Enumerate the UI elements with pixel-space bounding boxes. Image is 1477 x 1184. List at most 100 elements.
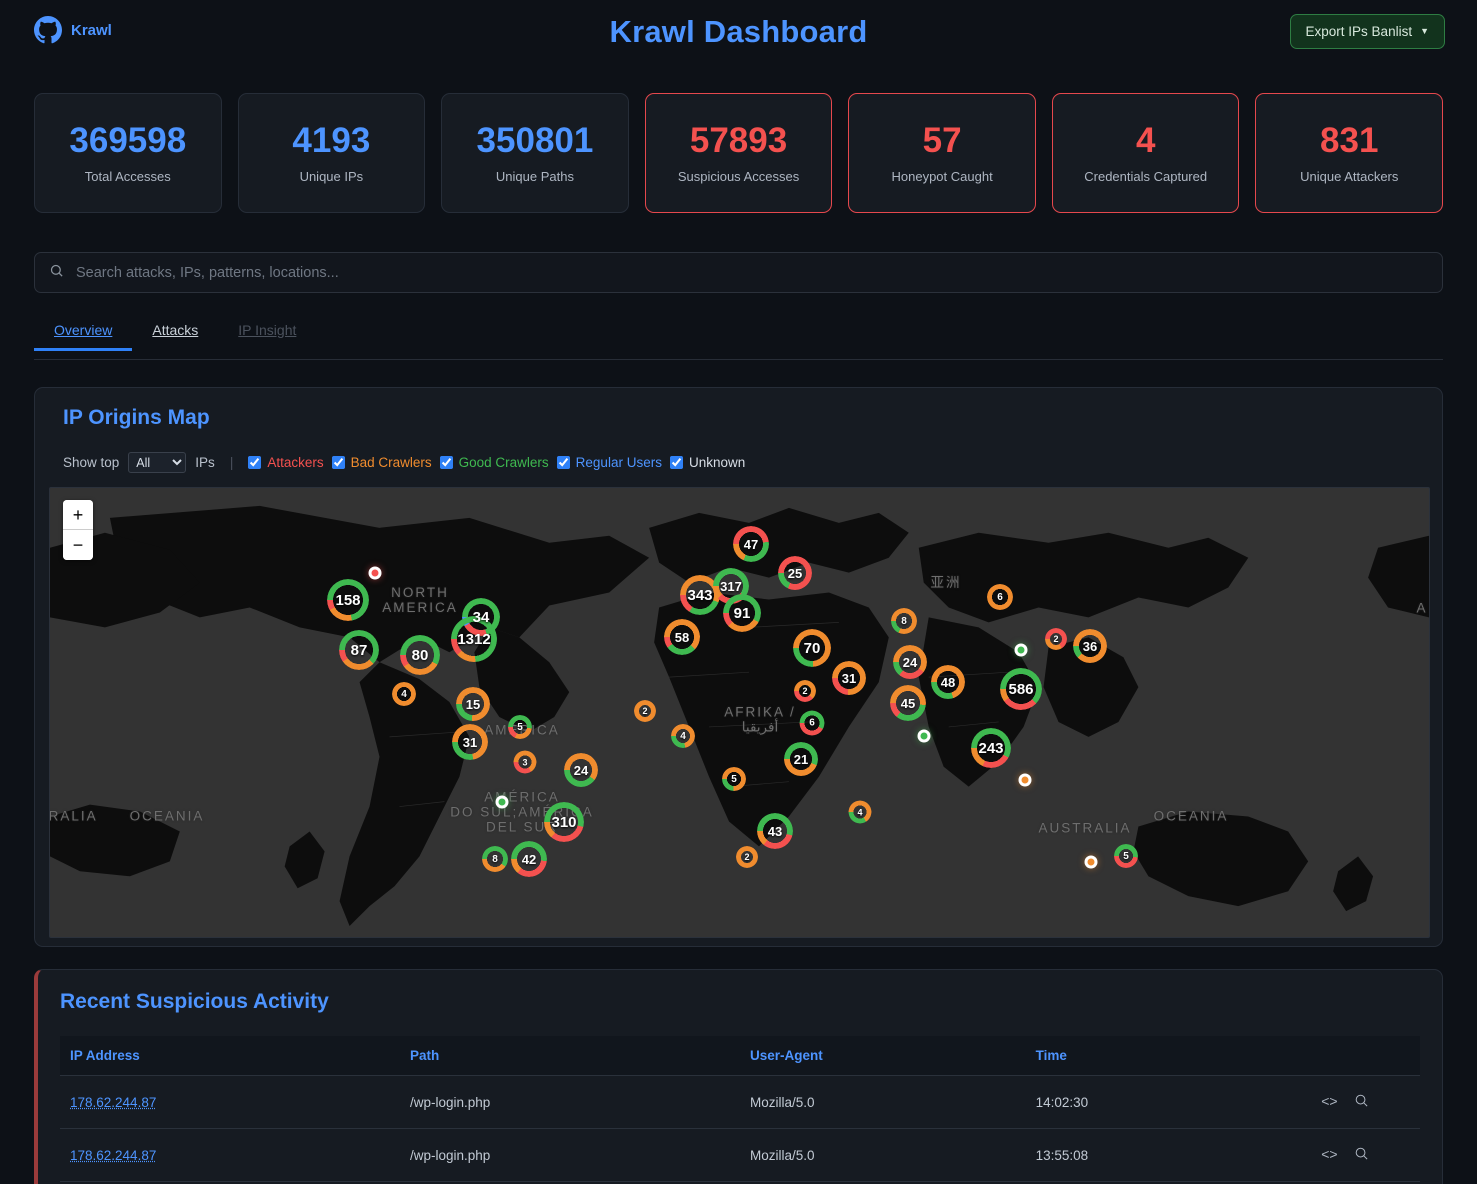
stat-card: 4193 Unique IPs	[238, 93, 426, 213]
stat-card: 350801 Unique Paths	[441, 93, 629, 213]
map-marker-dot[interactable]	[1015, 644, 1028, 657]
ips-label: IPs	[195, 455, 215, 470]
ip-address-link[interactable]: 178.62.244.87	[70, 1095, 156, 1110]
legend-checkbox[interactable]	[557, 456, 570, 469]
legend-label: Regular Users	[576, 455, 662, 470]
marker-count-wrap: 2	[1045, 628, 1067, 650]
legend-separator: |	[230, 455, 234, 470]
time-cell: 14:02:30	[1026, 1076, 1312, 1129]
export-label: Export IPs Banlist	[1306, 24, 1413, 39]
marker-count: 5	[731, 774, 737, 785]
world-map[interactable]: + − NORTH AMERICAAMÉRICAAMÉRICA DO SUL;A…	[49, 487, 1430, 938]
stat-label: Unique Attackers	[1300, 169, 1398, 184]
marker-count-wrap: 8	[891, 608, 917, 634]
column-header: User-Agent	[740, 1036, 1026, 1076]
marker-count: 5	[1123, 851, 1129, 862]
legend-checkbox[interactable]	[440, 456, 453, 469]
map-marker-dot[interactable]	[918, 730, 931, 743]
page-title: Krawl Dashboard	[0, 14, 1477, 50]
marker-count: 87	[351, 642, 368, 659]
marker-count-wrap: 4	[671, 724, 695, 748]
marker-count: 2	[1053, 634, 1058, 644]
stat-cards: 369598 Total Accesses 4193 Unique IPs 350801…	[34, 93, 1443, 213]
stat-value: 831	[1320, 123, 1378, 158]
marker-count-wrap: 87	[339, 630, 379, 670]
search-input[interactable]	[76, 265, 1428, 281]
search-bar[interactable]	[34, 252, 1443, 293]
marker-count-wrap: 8	[482, 846, 508, 872]
column-header: IP Address	[60, 1036, 400, 1076]
ip-origins-map-panel: IP Origins Map Show top All IPs | Attack…	[34, 387, 1443, 947]
legend-good-crawlers[interactable]: Good Crawlers	[440, 455, 549, 470]
legend-unknown[interactable]: Unknown	[670, 455, 745, 470]
marker-count-wrap: 2	[736, 846, 758, 868]
marker-count-wrap: 5	[508, 715, 532, 739]
marker-count: 4	[401, 689, 407, 700]
zoom-in-button[interactable]: +	[63, 500, 93, 530]
legend-checkbox[interactable]	[248, 456, 261, 469]
marker-count: 1312	[457, 631, 490, 648]
marker-count-wrap: 6	[987, 584, 1013, 610]
marker-count: 8	[901, 616, 907, 627]
dashboard-page: Krawl Krawl Dashboard Export IPs Banlist…	[0, 0, 1477, 1184]
legend-checkbox[interactable]	[670, 456, 683, 469]
stat-card: 831 Unique Attackers	[1255, 93, 1443, 213]
legend-regular-users[interactable]: Regular Users	[557, 455, 662, 470]
stat-card: 57893 Suspicious Accesses	[645, 93, 833, 213]
marker-count-wrap: 2	[634, 700, 656, 722]
marker-count-wrap: 45	[890, 685, 926, 721]
map-marker-dot[interactable]	[1019, 774, 1032, 787]
search-icon[interactable]	[1354, 1146, 1369, 1164]
marker-count: 317	[720, 579, 742, 594]
marker-count: 3	[522, 757, 527, 767]
marker-count-wrap: 6	[800, 711, 825, 736]
top-header: Krawl Krawl Dashboard Export IPs Banlist…	[0, 0, 1477, 62]
marker-count: 4	[857, 807, 862, 817]
stat-card: 4 Credentials Captured	[1052, 93, 1240, 213]
marker-count-wrap: 48	[931, 665, 965, 699]
marker-count: 586	[1008, 681, 1033, 698]
marker-count: 243	[978, 740, 1003, 757]
marker-count-wrap: 158	[327, 579, 369, 621]
map-legend-controls: Show top All IPs | Attackers Bad Crawlers…	[63, 452, 1428, 473]
legend-checkbox[interactable]	[332, 456, 345, 469]
marker-count-wrap: 21	[784, 742, 818, 776]
code-icon[interactable]: <>	[1321, 1093, 1337, 1111]
main-tabs: Overview Attacks IP Insight	[34, 316, 1443, 360]
marker-count: 58	[675, 630, 689, 645]
code-icon[interactable]: <>	[1321, 1146, 1337, 1164]
map-zoom-controls[interactable]: + −	[63, 500, 93, 560]
show-top-select[interactable]: All	[128, 452, 186, 473]
column-header	[1311, 1036, 1420, 1076]
marker-count: 45	[901, 696, 915, 711]
stat-value: 4193	[292, 123, 370, 158]
legend-bad-crawlers[interactable]: Bad Crawlers	[332, 455, 432, 470]
map-marker-dot[interactable]	[1085, 856, 1098, 869]
search-icon[interactable]	[1354, 1093, 1369, 1111]
marker-count: 48	[941, 675, 955, 690]
map-marker-dot[interactable]	[369, 567, 382, 580]
legend-label: Attackers	[267, 455, 323, 470]
stat-label: Honeypot Caught	[892, 169, 993, 184]
zoom-out-button[interactable]: −	[63, 530, 93, 560]
marker-count-wrap: 310	[544, 802, 584, 842]
marker-count: 31	[463, 735, 477, 750]
stat-card: 369598 Total Accesses	[34, 93, 222, 213]
table-row: 178.62.244.87/wp-login.php Mozilla/5.0 13:…	[60, 1129, 1420, 1182]
marker-count: 15	[466, 697, 480, 712]
stat-value: 350801	[477, 123, 594, 158]
export-ips-banlist-button[interactable]: Export IPs Banlist ▼	[1290, 14, 1445, 49]
marker-count: 6	[997, 592, 1003, 603]
tab-overview[interactable]: Overview	[34, 316, 132, 351]
marker-count: 158	[335, 592, 360, 609]
legend-attackers[interactable]: Attackers	[248, 455, 323, 470]
marker-count: 2	[642, 706, 647, 716]
map-marker-dot[interactable]	[496, 796, 509, 809]
marker-count: 24	[574, 763, 588, 778]
stat-value: 4	[1136, 123, 1155, 158]
ip-address-link[interactable]: 178.62.244.87	[70, 1148, 156, 1163]
marker-count-wrap: 43	[757, 813, 793, 849]
marker-count-wrap: 5	[1114, 844, 1138, 868]
marker-count: 91	[734, 605, 751, 622]
tab-attacks[interactable]: Attacks	[132, 316, 218, 351]
